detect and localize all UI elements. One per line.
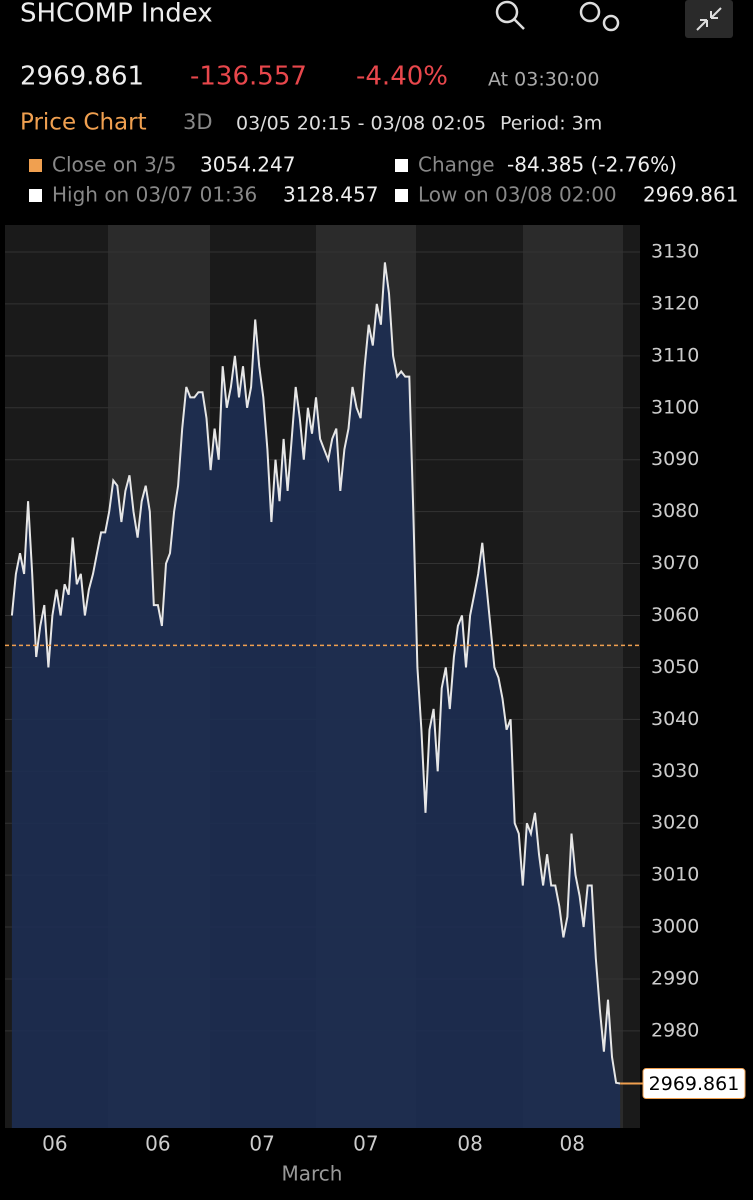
y-tick-label: 2980 xyxy=(651,1019,699,1041)
x-tick-label: 08 xyxy=(560,1132,585,1156)
y-tick-label: 3120 xyxy=(651,292,699,314)
x-axis-label: March xyxy=(282,1162,343,1186)
title: SHCOMP Index xyxy=(20,0,213,29)
y-tick-label: 3080 xyxy=(651,500,699,522)
y-tick-label: 3130 xyxy=(651,241,699,263)
legend-label: Close on 3/5 xyxy=(52,153,176,177)
legend-value: 3054.247 xyxy=(200,153,295,177)
y-tick-label: 3060 xyxy=(651,604,699,626)
y-tick-label: 3090 xyxy=(651,448,699,470)
search-icon[interactable] xyxy=(495,0,525,30)
y-tick-label: 2990 xyxy=(651,967,699,989)
legend-label: Low on 03/08 02:00 xyxy=(418,183,617,207)
last-price-label: 2969.861 xyxy=(649,1073,740,1095)
range[interactable]: 3D xyxy=(183,110,213,134)
price-line xyxy=(10,262,621,1085)
legend-swatch xyxy=(395,189,408,202)
collapse-button[interactable] xyxy=(685,0,733,38)
price: 2969.861 xyxy=(20,62,144,92)
x-tick-label: 08 xyxy=(457,1132,482,1156)
tab[interactable]: Price Chart xyxy=(20,110,147,136)
legend-value: -84.385 (-2.76%) xyxy=(507,153,677,177)
price-change-pct: -4.40% xyxy=(356,62,448,92)
legend-swatch xyxy=(29,189,42,202)
y-tick-label: 3010 xyxy=(651,864,699,886)
y-tick-label: 3040 xyxy=(651,708,699,730)
legend-value: 2969.861 xyxy=(643,183,738,207)
y-tick-label: 3030 xyxy=(651,760,699,782)
x-tick-label: 06 xyxy=(145,1132,170,1156)
time: At 03:30:00 xyxy=(488,69,600,91)
y-tick-label: 3000 xyxy=(651,916,699,938)
x-tick-label: 06 xyxy=(42,1132,67,1156)
y-tick-label: 3110 xyxy=(651,344,699,366)
legend-value: 3128.457 xyxy=(283,183,378,207)
legend-swatch xyxy=(395,159,408,172)
last-price-box xyxy=(642,1068,746,1100)
y-tick-label: 3050 xyxy=(651,656,699,678)
y-tick-label: 3020 xyxy=(651,812,699,834)
legend-swatch xyxy=(29,159,42,172)
area xyxy=(11,262,621,1128)
legend-label: Change xyxy=(418,153,495,177)
y-tick-label: 3070 xyxy=(651,552,699,574)
period: Period: 3m xyxy=(500,113,602,135)
price-change: -136.557 xyxy=(190,62,307,92)
dates: 03/05 20:15 - 03/08 02:05 xyxy=(236,113,486,135)
x-tick-label: 07 xyxy=(249,1132,274,1156)
legend-label: High on 03/07 01:36 xyxy=(52,183,257,207)
y-tick-label: 3100 xyxy=(651,396,699,418)
x-tick-label: 07 xyxy=(353,1132,378,1156)
settings-icon[interactable] xyxy=(579,1,620,32)
